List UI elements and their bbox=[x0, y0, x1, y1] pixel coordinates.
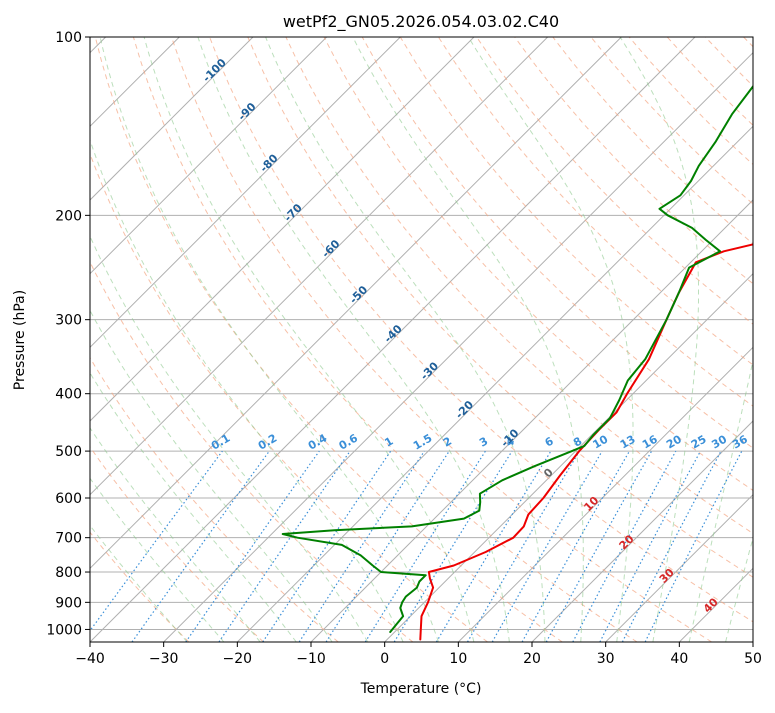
isotherm-line bbox=[237, 37, 775, 642]
x-tick-label: 10 bbox=[449, 651, 467, 667]
mixing-ratio-line bbox=[546, 451, 651, 642]
isotherm-line bbox=[679, 37, 775, 642]
y-tick-label: 400 bbox=[55, 387, 82, 403]
x-axis-label: Temperature (°C) bbox=[360, 681, 482, 697]
chart-title: wetPf2_GN05.2026.054.03.02.C40 bbox=[283, 12, 559, 32]
x-tick-label: −40 bbox=[75, 651, 105, 667]
dewpoint-profile-line bbox=[283, 37, 775, 632]
mixing-ratio-line bbox=[82, 451, 223, 642]
dry-adiabat-line bbox=[0, 37, 263, 642]
temperature-profile-line bbox=[420, 37, 775, 640]
mixing-ratio-line bbox=[365, 451, 485, 642]
y-tick-label: 300 bbox=[55, 313, 82, 329]
mixing-ratio-label: 2 bbox=[441, 435, 454, 450]
dry-adiabat-line bbox=[57, 37, 488, 642]
dry-adiabat-line bbox=[515, 37, 775, 642]
mixing-ratio-label: 0.4 bbox=[306, 431, 330, 452]
x-tick-label: −30 bbox=[149, 651, 179, 667]
mixing-ratio-line bbox=[522, 451, 629, 642]
mixing-ratio-label: 1 bbox=[382, 435, 395, 450]
isotherm-line bbox=[385, 37, 775, 642]
adiabat-label: 40 bbox=[701, 595, 721, 615]
mixing-ratio-line bbox=[299, 451, 424, 642]
moist-adiabat-line bbox=[32, 37, 368, 642]
mixing-ratio-label: 30 bbox=[709, 432, 729, 451]
adiabat-label: -100 bbox=[200, 56, 229, 85]
x-tick-label: 40 bbox=[670, 651, 688, 667]
adiabat-label: -80 bbox=[257, 151, 280, 174]
adiabat-label: -90 bbox=[235, 100, 258, 123]
y-tick-label: 600 bbox=[55, 491, 82, 507]
x-tick-label: −20 bbox=[223, 651, 253, 667]
dry-adiabat-line bbox=[0, 37, 189, 642]
mixing-ratio-label: 3 bbox=[477, 435, 490, 450]
moist-adiabat-line bbox=[0, 37, 224, 642]
mixing-ratio-line bbox=[436, 451, 551, 642]
adiabat-label: 20 bbox=[617, 532, 637, 552]
mixing-ratio-label: 13 bbox=[618, 433, 638, 452]
mixing-ratio-label: 6 bbox=[543, 434, 556, 449]
isotherm-line bbox=[458, 37, 775, 642]
y-tick-label: 900 bbox=[55, 595, 82, 611]
x-tick-label: 20 bbox=[523, 651, 541, 667]
y-tick-label: 700 bbox=[55, 531, 82, 547]
dry-adiabat-line bbox=[553, 37, 775, 642]
adiabat-label: 10 bbox=[581, 494, 601, 514]
mixing-ratio-label: 16 bbox=[640, 432, 660, 451]
moist-adiabat-line bbox=[0, 37, 260, 642]
mixing-ratio-label: 0.1 bbox=[209, 432, 232, 453]
y-tick-label: 800 bbox=[55, 565, 82, 581]
x-tick-label: −10 bbox=[296, 651, 326, 667]
dry-adiabat-line bbox=[172, 37, 712, 642]
isotherm-line bbox=[532, 37, 775, 642]
adiabat-label: -60 bbox=[319, 237, 342, 260]
moist-adiabat-line bbox=[4, 37, 332, 642]
mixing-ratio-label: 1.5 bbox=[411, 432, 434, 453]
dry-adiabat-line bbox=[705, 37, 775, 642]
isotherm-line bbox=[16, 37, 621, 642]
y-axis-label: Pressure (hPa) bbox=[12, 290, 28, 390]
y-tick-label: 1000 bbox=[46, 622, 82, 638]
dry-adiabat-line bbox=[591, 37, 775, 642]
isotherm-line bbox=[164, 37, 769, 642]
adiabat-label: -70 bbox=[282, 201, 305, 224]
adiabat-label: 30 bbox=[657, 566, 677, 586]
isotherm-line bbox=[0, 37, 400, 642]
mixing-ratio-label: 25 bbox=[689, 433, 709, 452]
dry-adiabat-line bbox=[744, 37, 775, 642]
series-layer bbox=[283, 37, 775, 640]
moist-adiabat-line bbox=[468, 37, 633, 642]
moist-adiabat-line bbox=[726, 37, 775, 642]
x-tick-label: 0 bbox=[380, 651, 389, 667]
isotherm-line bbox=[753, 37, 775, 642]
adiabat-label: -20 bbox=[453, 398, 476, 421]
isotherm-line bbox=[0, 37, 327, 642]
dry-adiabat-line bbox=[667, 37, 775, 642]
mixing-ratio-label: 20 bbox=[664, 432, 684, 451]
isotherm-line bbox=[0, 37, 474, 642]
y-tick-label: 100 bbox=[55, 30, 82, 46]
y-tick-label: 200 bbox=[55, 208, 82, 224]
x-tick-label: 30 bbox=[597, 651, 615, 667]
moist-adiabat-line bbox=[0, 37, 187, 642]
mixing-ratio-line bbox=[600, 451, 701, 642]
mixing-ratio-line bbox=[263, 451, 391, 642]
y-tick-label: 500 bbox=[55, 444, 82, 460]
moist-adiabat-line bbox=[689, 37, 775, 642]
dry-adiabat-line bbox=[0, 37, 338, 642]
adiabat-label: -10 bbox=[498, 426, 521, 449]
x-tick-label: 50 bbox=[744, 651, 762, 667]
